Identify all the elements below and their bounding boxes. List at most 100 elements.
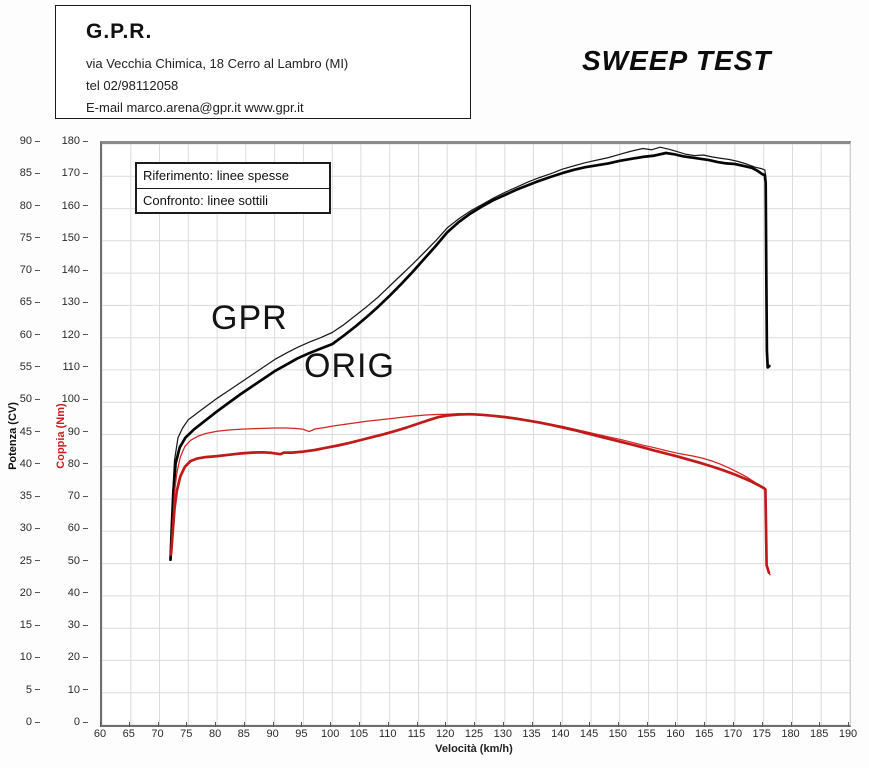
x-tick-label: 75 bbox=[180, 728, 193, 740]
x-tick-label: 100 bbox=[321, 728, 340, 740]
x-tick-mark bbox=[186, 722, 188, 727]
y-tick-label-torque: 150 bbox=[50, 232, 88, 244]
y-tick-label-torque: 30 bbox=[50, 619, 88, 631]
y-tick-label-torque: 90 bbox=[50, 426, 88, 438]
y-tick-label-torque: 40 bbox=[50, 587, 88, 599]
x-tick-label: 125 bbox=[464, 728, 484, 740]
x-tick-label: 135 bbox=[522, 728, 541, 740]
y-tick-label-power: 55 bbox=[6, 361, 40, 373]
y-tick-label-power: 25 bbox=[6, 555, 40, 567]
y-tick-label-torque: 10 bbox=[50, 684, 88, 696]
x-tick-label: 65 bbox=[122, 728, 135, 740]
x-tick-label: 115 bbox=[407, 728, 426, 740]
x-tick-mark bbox=[848, 722, 849, 727]
x-tick-label: 155 bbox=[637, 728, 656, 740]
legend-box: Riferimento: linee spesse Confronto: lin… bbox=[135, 162, 331, 214]
y-tick-label-torque: 170 bbox=[50, 167, 88, 179]
x-tick-mark bbox=[243, 722, 245, 727]
y-tick-label-torque: 60 bbox=[50, 522, 88, 534]
company-info-box: G.P.R. via Vecchia Chimica, 18 Cerro al … bbox=[55, 5, 471, 119]
x-tick-label: 110 bbox=[378, 728, 397, 740]
curve-orig-power bbox=[169, 151, 771, 562]
y-tick-label-power: 20 bbox=[6, 587, 40, 599]
y-tick-label-power: 45 bbox=[6, 426, 40, 438]
company-name: G.P.R. bbox=[86, 20, 153, 43]
x-tick-mark bbox=[589, 722, 591, 727]
y-tick-label-torque: 0 bbox=[50, 716, 88, 728]
y-tick-label-torque: 20 bbox=[50, 651, 88, 663]
x-tick-mark bbox=[704, 722, 706, 727]
x-tick-mark bbox=[100, 722, 101, 727]
y-tick-label-torque: 120 bbox=[50, 329, 88, 341]
x-tick-label: 170 bbox=[723, 728, 743, 740]
y-tick-label-power: 0 bbox=[6, 716, 40, 728]
y-tick-label-torque: 140 bbox=[50, 264, 88, 276]
x-tick-mark bbox=[272, 722, 274, 727]
curve-gpr-power bbox=[169, 146, 769, 561]
x-tick-label: 175 bbox=[752, 728, 771, 740]
x-tick-mark bbox=[215, 722, 217, 727]
x-tick-label: 180 bbox=[781, 728, 800, 740]
chart-canvas bbox=[102, 144, 850, 725]
y-tick-label-torque: 80 bbox=[50, 458, 88, 470]
x-tick-mark bbox=[761, 722, 763, 727]
x-tick-mark bbox=[531, 722, 533, 727]
y-tick-label-power: 75 bbox=[6, 232, 40, 244]
legend-row-reference: Riferimento: linee spesse bbox=[143, 168, 289, 183]
x-tick-mark bbox=[790, 722, 792, 727]
y-tick-label-power: 60 bbox=[6, 329, 40, 341]
x-tick-mark bbox=[416, 722, 418, 727]
y-tick-label-power: 65 bbox=[6, 296, 40, 308]
legend-row-comparison: Confronto: linee sottili bbox=[143, 193, 269, 208]
x-tick-mark bbox=[301, 722, 303, 727]
y-tick-label-power: 35 bbox=[6, 490, 40, 502]
y-tick-label-power: 10 bbox=[6, 651, 40, 663]
y-tick-label-power: 15 bbox=[6, 619, 40, 631]
y-tick-label-torque: 110 bbox=[50, 361, 88, 373]
y-tick-label-power: 50 bbox=[6, 393, 40, 405]
x-tick-label: 130 bbox=[493, 728, 512, 740]
x-tick-label: 70 bbox=[151, 728, 164, 740]
x-tick-label: 165 bbox=[695, 728, 714, 740]
x-tick-mark bbox=[819, 722, 821, 727]
x-tick-mark bbox=[157, 722, 159, 727]
y-tick-label-torque: 100 bbox=[50, 393, 88, 405]
x-tick-mark bbox=[675, 722, 677, 727]
x-tick-label: 140 bbox=[551, 728, 570, 740]
x-tick-label: 95 bbox=[295, 728, 308, 740]
curve-gpr-torque bbox=[170, 413, 771, 576]
x-tick-label: 145 bbox=[579, 728, 599, 740]
x-tick-mark bbox=[358, 722, 360, 727]
curve-label-orig: ORIG bbox=[304, 347, 395, 385]
curve-orig-torque bbox=[169, 412, 771, 574]
y-tick-label-power: 40 bbox=[6, 458, 40, 470]
y-tick-label-power: 70 bbox=[6, 264, 40, 276]
x-tick-label: 85 bbox=[237, 728, 250, 740]
y-tick-label-power: 80 bbox=[6, 200, 40, 212]
x-tick-mark bbox=[445, 722, 447, 727]
x-tick-label: 185 bbox=[810, 728, 829, 740]
y-tick-label-torque: 70 bbox=[50, 490, 88, 502]
x-tick-label: 120 bbox=[436, 728, 455, 740]
y-tick-label-power: 90 bbox=[6, 135, 40, 147]
y-tick-label-power: 85 bbox=[6, 167, 40, 179]
y-tick-label-power: 30 bbox=[6, 522, 40, 534]
x-tick-mark bbox=[128, 722, 130, 727]
y-tick-label-torque: 180 bbox=[50, 135, 88, 147]
legend-divider bbox=[137, 188, 329, 189]
curve-label-gpr: GPR bbox=[211, 299, 288, 337]
x-tick-mark bbox=[474, 722, 475, 727]
x-tick-label: 150 bbox=[608, 728, 627, 740]
x-tick-mark bbox=[617, 722, 619, 727]
y-tick-label-torque: 50 bbox=[50, 555, 88, 567]
x-tick-mark bbox=[560, 722, 562, 727]
x-tick-mark bbox=[387, 722, 389, 727]
x-tick-label: 190 bbox=[838, 728, 858, 740]
plot-area bbox=[100, 141, 851, 727]
y-tick-label-torque: 130 bbox=[50, 296, 88, 308]
x-tick-mark bbox=[732, 722, 734, 727]
company-address: via Vecchia Chimica, 18 Cerro al Lambro … bbox=[86, 56, 349, 71]
x-tick-mark bbox=[502, 722, 504, 727]
x-tick-mark bbox=[330, 722, 332, 727]
